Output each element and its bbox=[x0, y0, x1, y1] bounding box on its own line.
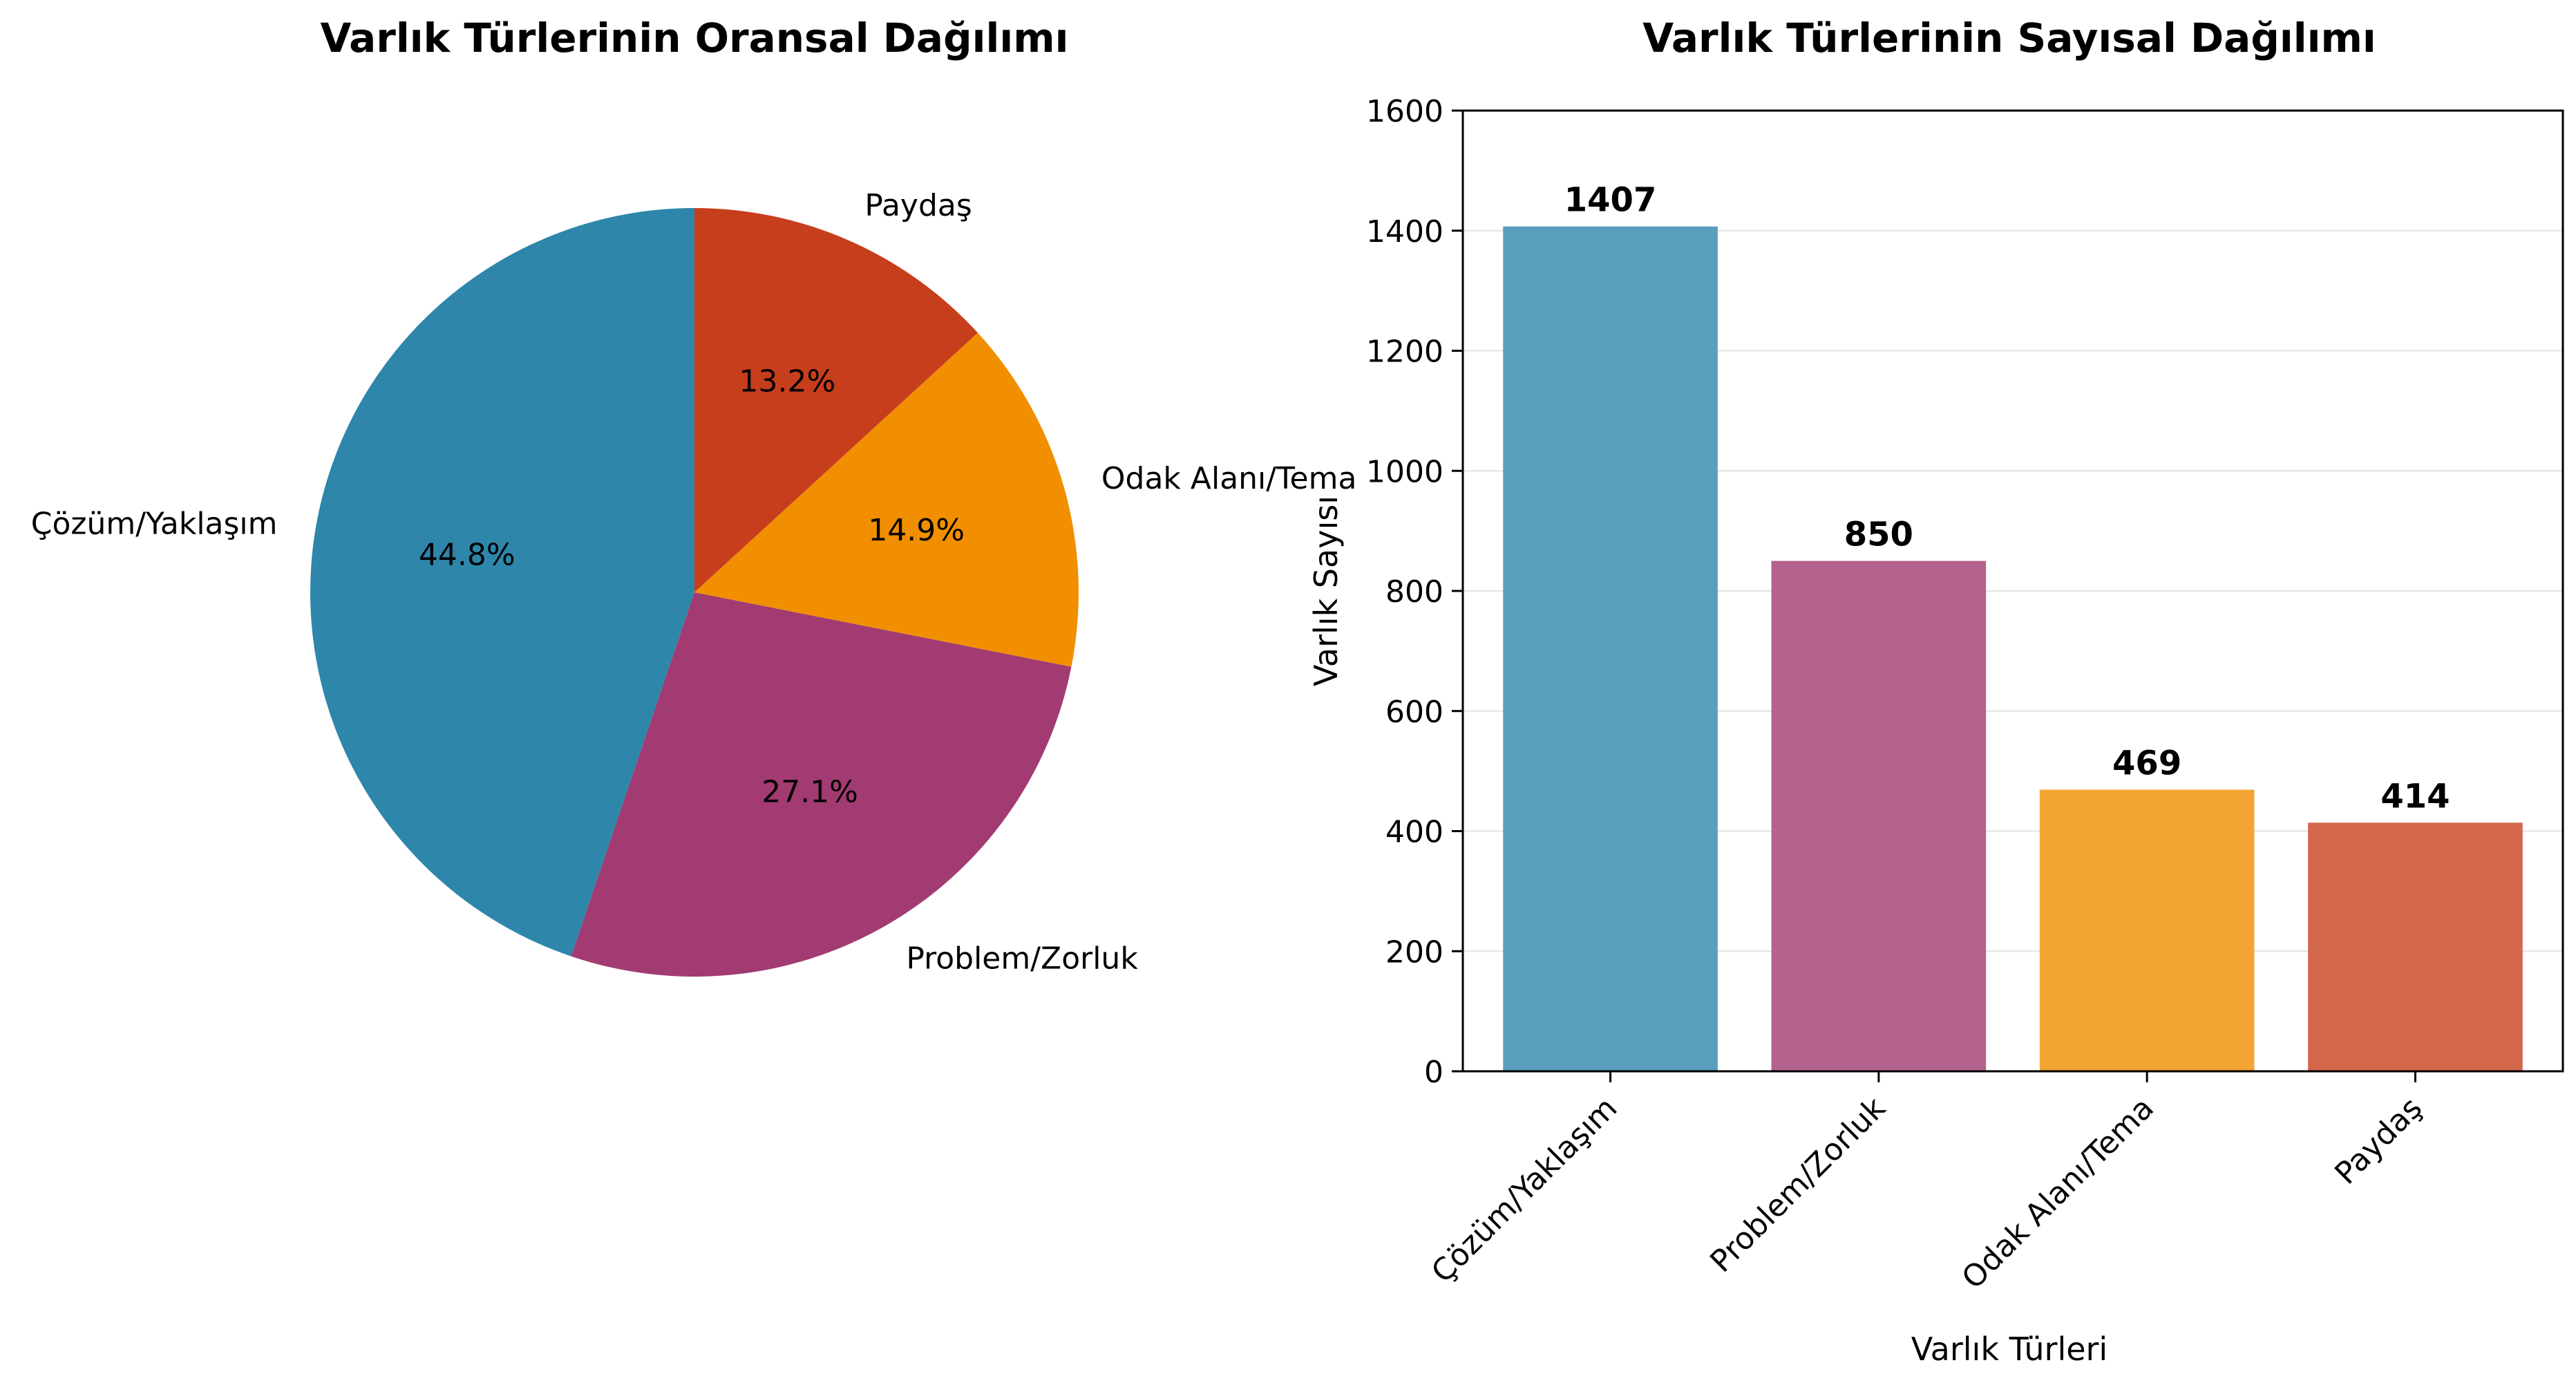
pie-labels: 44.8% Çözüm/Yaklaşım 27.1% Problem/Zorluk 14… bbox=[31, 188, 1357, 976]
pie-title: Varlık Türlerinin Oransal Dağılımı bbox=[320, 15, 1068, 62]
pie-slice-cozum-yaklasim bbox=[310, 208, 694, 957]
pie-category-label: Çözüm/Yaklaşım bbox=[31, 507, 278, 542]
y-tick-label: 1000 bbox=[1366, 454, 1443, 489]
y-tick-label: 1600 bbox=[1366, 94, 1443, 129]
pie-percent-label: 13.2% bbox=[739, 364, 836, 399]
bar-value-label: 414 bbox=[2380, 777, 2450, 816]
y-axis-title: Varlık Sayısı bbox=[1307, 496, 1345, 686]
pie-percent-label: 27.1% bbox=[761, 775, 858, 810]
pie-slice-paydas bbox=[694, 208, 978, 592]
bar-value-labels: 1407 850 469 414 bbox=[1564, 181, 2450, 816]
pie-category-label: Paydaş bbox=[864, 188, 972, 223]
x-axis-title: Varlık Türleri bbox=[1911, 1330, 2108, 1368]
pie-slice-problem-zorluk bbox=[571, 592, 1072, 977]
x-tick-label: Çözüm/Yaklaşım bbox=[1425, 1091, 1624, 1290]
pie-slices bbox=[310, 208, 1079, 977]
y-tick-label: 400 bbox=[1385, 815, 1443, 850]
y-tick-label: 800 bbox=[1385, 574, 1443, 610]
pie-chart: Varlık Türlerinin Oransal Dağılımı 44.8%… bbox=[31, 15, 1357, 977]
bar-title: Varlık Türlerinin Sayısal Dağılımı bbox=[1642, 15, 2376, 62]
bar-cozum-yaklasim bbox=[1503, 226, 1718, 1072]
x-tick-label: Paydaş bbox=[2328, 1091, 2429, 1192]
bar-value-label: 850 bbox=[1844, 516, 1913, 554]
bar-value-label: 1407 bbox=[1564, 181, 1657, 220]
bar-problem-zorluk bbox=[1771, 561, 1987, 1071]
bar-bars bbox=[1503, 226, 2523, 1072]
x-axis: Çözüm/Yaklaşım Problem/Zorluk Odak Alanı/T… bbox=[1425, 1071, 2429, 1296]
bar-paydas bbox=[2308, 822, 2523, 1071]
y-tick-label: 600 bbox=[1385, 695, 1443, 730]
y-tick-label: 0 bbox=[1424, 1055, 1443, 1090]
bar-odak-alani-tema bbox=[2039, 789, 2255, 1071]
x-tick-label: Problem/Zorluk bbox=[1703, 1090, 1893, 1279]
bar-chart: Varlık Türlerinin Sayısal Dağılımı 1407 8… bbox=[1307, 15, 2564, 1368]
x-tick-label: Odak Alanı/Tema bbox=[1955, 1091, 2161, 1296]
plot-frame bbox=[1461, 109, 2564, 1073]
y-tick-label: 200 bbox=[1385, 934, 1443, 970]
pie-category-label: Problem/Zorluk bbox=[906, 941, 1138, 976]
pie-category-label: Odak Alanı/Tema bbox=[1101, 461, 1357, 496]
y-tick-label: 1200 bbox=[1366, 335, 1443, 370]
pie-percent-label: 44.8% bbox=[419, 538, 515, 573]
pie-slice-odak-alani-tema bbox=[694, 332, 1079, 667]
pie-percent-label: 14.9% bbox=[868, 513, 965, 548]
y-tick-label: 1400 bbox=[1366, 214, 1443, 250]
bar-value-label: 469 bbox=[2112, 744, 2181, 783]
y-axis: 0 200 400 600 800 1000 1200 1400 1600 bbox=[1366, 94, 1463, 1090]
